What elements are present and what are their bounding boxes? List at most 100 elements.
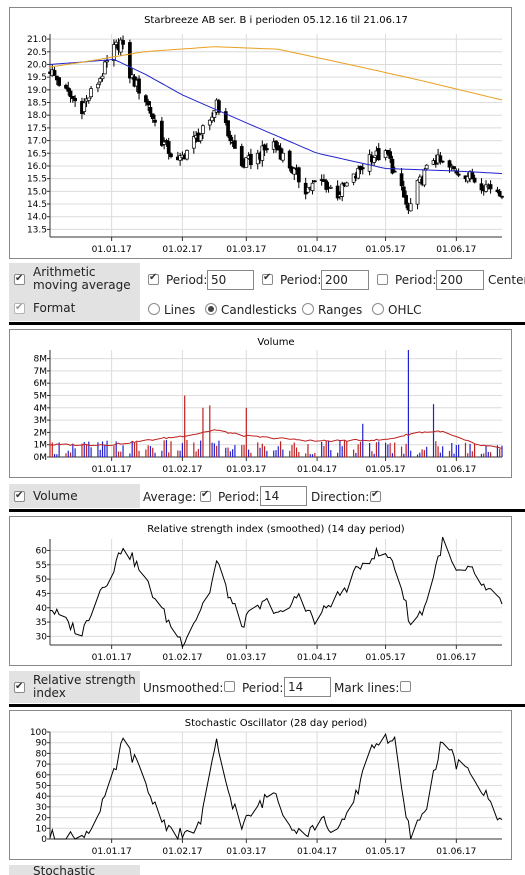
separator [9,322,525,325]
volume-controls: Volume Average: Period: 14 Direction: [0,484,525,508]
x-tick-label: 01.06.17 [436,653,476,663]
candle [495,189,500,193]
separator [9,509,525,512]
format-ohlc-radio[interactable] [372,303,384,315]
candle [367,154,372,172]
ma-checkbox[interactable] [14,272,25,285]
ma-period3-input[interactable]: 200 [436,270,484,290]
ma-period1-checkbox[interactable] [148,272,159,285]
candle [201,125,205,134]
x-tick-label: 01.06.17 [436,245,476,255]
x-tick-label: 01.04.17 [297,847,337,857]
candle [265,148,269,151]
candle [424,164,429,170]
y-tick-label: 2M [34,428,48,438]
format-lines-radio[interactable] [148,303,160,315]
candle [422,169,427,186]
ma-center-label: Center [488,273,525,287]
candle [344,182,349,187]
candle [335,185,340,199]
candle [105,60,109,63]
rsi-unsmoothed-label: Unsmoothed: [143,681,224,695]
candle [191,136,196,149]
rsi-marklines-checkbox[interactable] [400,681,411,692]
x-tick-label: 01.02.17 [162,245,202,255]
candle [470,172,475,180]
candle [415,180,420,205]
candle [198,134,203,142]
price-chart-panel: Starbreeze AB ser. B i perioden 05.12.16… [9,7,512,259]
x-tick-label: 01.04.17 [297,653,337,663]
format-ohlc-label: OHLC [388,303,422,317]
rsi-chart-panel: Relative strength index (smoothed) (14 d… [9,516,512,666]
ma-period2-checkbox[interactable] [262,272,273,285]
candle [497,191,502,197]
candle [66,87,71,92]
y-tick-label: 100 [30,728,47,738]
rsi-unsmoothed-checkbox[interactable] [224,681,235,692]
candle [390,158,395,174]
stochastic-line [49,732,503,841]
candle [440,160,445,163]
separator [9,704,525,707]
x-tick-label: 01.04.17 [297,245,337,255]
rsi-period-input[interactable]: 14 [284,677,331,697]
y-tick-label: 80 [36,749,48,759]
volume-checkbox[interactable] [14,489,25,502]
candle [223,111,228,124]
rsi-label-box: Relative strength index [9,671,140,703]
y-tick-label: 55 [36,561,47,571]
candle [82,102,87,112]
volume-chart-panel: Volume 8M 7M 6M 5M 4M 3M 2M 1M 0M 01.01.17 01.02.17… [9,329,512,478]
x-tick-label: 01.02.17 [162,653,202,663]
format-candlesticks-radio[interactable] [205,303,217,315]
candle [86,97,91,101]
candle [217,100,221,113]
ma-period1-input[interactable]: 50 [207,270,254,290]
format-lines-label: Lines [164,303,196,317]
y-tick-label: 35 [36,618,47,628]
rsi-line [49,536,503,649]
candle [312,180,317,183]
x-tick-label: 01.01.17 [92,653,132,663]
y-tick-label: 20 [36,814,48,824]
candle [153,119,157,123]
volume-label: Volume [33,489,78,503]
rsi-checkbox[interactable] [14,680,25,693]
volume-label-box: Volume [9,484,140,508]
candle [388,151,392,159]
x-tick-label: 01.01.17 [92,465,132,475]
chart-title: Volume [257,337,294,348]
chart-title: Relative strength index (smoothed) (14 d… [147,524,405,535]
y-tick-label: 17.5 [27,124,47,134]
candle [100,75,105,80]
y-tick-label: 16.0 [27,162,47,172]
volume-direction-checkbox[interactable] [370,489,381,502]
y-tick-label: 3M [34,416,48,426]
volume-average-label: Average: [143,490,197,504]
ma-period2-input[interactable]: 200 [321,270,369,290]
ma-period3-checkbox[interactable] [377,274,388,285]
y-tick-label: 70 [36,760,48,770]
y-tick-label: 40 [36,604,48,614]
volume-average-line [49,429,503,450]
candle [89,88,93,98]
candle [452,166,456,170]
volume-period-input[interactable]: 14 [260,486,307,506]
candle [212,109,217,118]
candle [479,183,484,191]
format-ranges-radio[interactable] [302,303,314,315]
candle [70,95,75,99]
price-chart: Starbreeze AB ser. B i perioden 05.12.16… [27,15,504,255]
stochastic-label: Stochastic [33,865,96,875]
candle [488,184,493,190]
y-tick-label: 5M [34,392,48,402]
format-ranges-label: Ranges [318,303,363,317]
y-tick-label: 15.5 [27,175,47,185]
candle [169,153,173,157]
y-tick-label: 7M [34,367,48,377]
candle [356,168,361,179]
volume-average-checkbox[interactable] [200,489,211,502]
y-tick-label: 4M [34,404,48,414]
candle [280,152,285,161]
